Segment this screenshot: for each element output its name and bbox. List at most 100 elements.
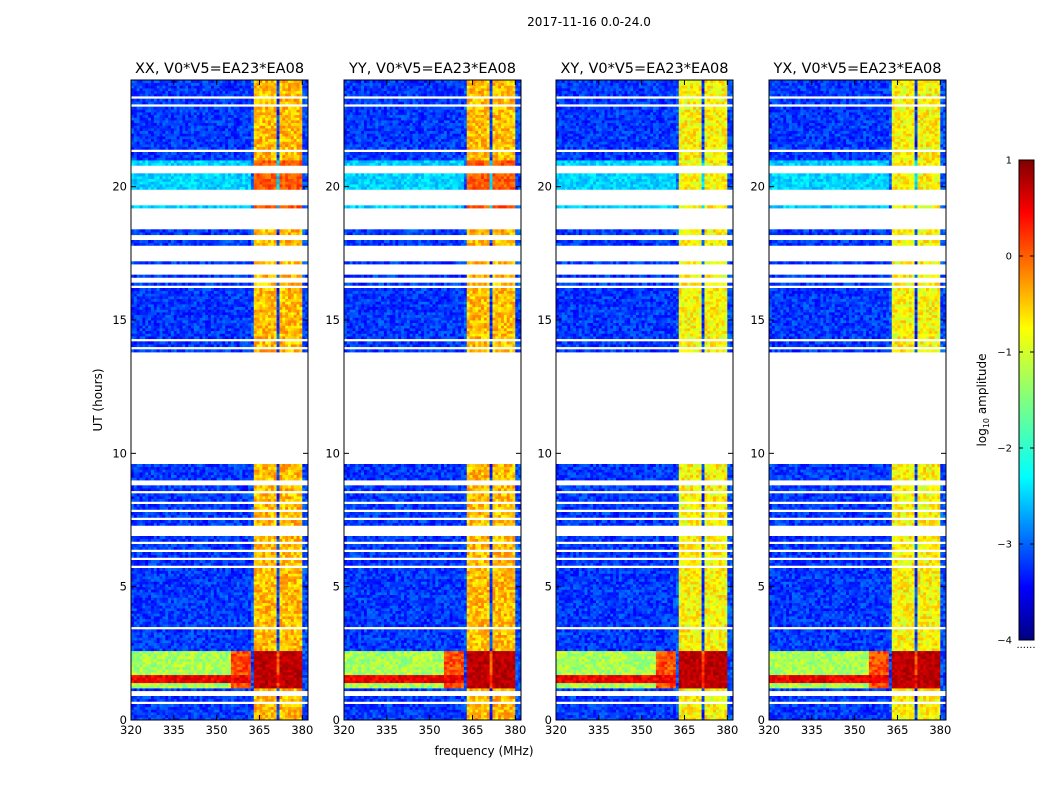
heatmap-cell (168, 707, 171, 710)
heatmap-cell (225, 624, 228, 627)
heatmap-cell (282, 688, 285, 691)
heatmap-cell (177, 611, 180, 614)
heatmap-cell (299, 581, 302, 584)
heatmap-cell (299, 624, 302, 627)
heatmap-cell (140, 597, 143, 600)
heatmap-cell (268, 573, 271, 576)
heatmap-cell (180, 651, 183, 654)
heatmap-cell (234, 621, 237, 624)
heatmap-cell (185, 611, 188, 614)
heatmap-cell (148, 619, 151, 622)
heatmap-cell (217, 680, 220, 683)
heatmap-cell (268, 667, 271, 670)
heatmap-cell (137, 629, 140, 632)
heatmap-cell (302, 616, 305, 619)
heatmap-cell (162, 664, 165, 667)
heatmap-cell (274, 661, 277, 664)
heatmap-cell (268, 611, 271, 614)
heatmap-cell (208, 613, 211, 616)
heatmap-cell (154, 699, 157, 702)
heatmap-cell (162, 696, 165, 699)
heatmap-cell (217, 672, 220, 675)
heatmap-cell (137, 699, 140, 702)
heatmap-cell (254, 635, 257, 638)
heatmap-cell (288, 621, 291, 624)
heatmap-cell (217, 632, 220, 635)
heatmap-cell (185, 629, 188, 632)
heatmap-cell (245, 672, 248, 675)
heatmap-cell (208, 680, 211, 683)
heatmap-cell (234, 595, 237, 598)
heatmap-cell (182, 661, 185, 664)
heatmap-cell (231, 613, 234, 616)
heatmap-cell (202, 683, 205, 686)
heatmap-cell (279, 704, 282, 707)
heatmap-cell (177, 699, 180, 702)
heatmap-cell (285, 667, 288, 670)
heatmap-cell (302, 667, 305, 670)
heatmap-cell (160, 592, 163, 595)
heatmap-cell (134, 683, 137, 686)
heatmap-cell (200, 667, 203, 670)
heatmap-cell (294, 645, 297, 648)
heatmap-cell (145, 659, 148, 662)
heatmap-cell (271, 608, 274, 611)
heatmap-cell (174, 651, 177, 654)
heatmap-cell (180, 579, 183, 582)
heatmap-cell (217, 648, 220, 651)
heatmap-cell (191, 680, 194, 683)
heatmap-cell (140, 653, 143, 656)
heatmap-cell (239, 621, 242, 624)
heatmap-cell (265, 715, 268, 718)
heatmap-cell (140, 584, 143, 587)
heatmap-cell (174, 579, 177, 582)
heatmap-cell (157, 653, 160, 656)
heatmap-cell (279, 675, 282, 678)
heatmap-cell (234, 635, 237, 638)
heatmap-cell (214, 707, 217, 710)
heatmap-cell (211, 712, 214, 715)
heatmap-cell (288, 648, 291, 651)
heatmap-cell (177, 645, 180, 648)
heatmap-cell (177, 621, 180, 624)
heatmap-cell (225, 688, 228, 691)
heatmap-cell (214, 581, 217, 584)
heatmap-cell (162, 587, 165, 590)
heatmap-cell (291, 616, 294, 619)
heatmap-cell (302, 597, 305, 600)
heatmap-cell (151, 640, 154, 643)
heatmap-cell (242, 667, 245, 670)
heatmap-cell (237, 664, 240, 667)
heatmap-cell (282, 632, 285, 635)
heatmap-cell (279, 659, 282, 662)
heatmap-cell (277, 605, 280, 608)
heatmap-cell (171, 640, 174, 643)
heatmap-cell (134, 704, 137, 707)
heatmap-cell (217, 629, 220, 632)
heatmap-cell (245, 592, 248, 595)
heatmap-cell (222, 587, 225, 590)
heatmap-cell (299, 659, 302, 662)
heatmap-cell (254, 677, 257, 680)
heatmap-cell (182, 672, 185, 675)
heatmap-cell (254, 648, 257, 651)
heatmap-cell (245, 643, 248, 646)
heatmap-cell (174, 597, 177, 600)
heatmap-cell (160, 637, 163, 640)
heatmap-cell (302, 603, 305, 606)
heatmap-cell (259, 581, 262, 584)
heatmap-cell (148, 576, 151, 579)
heatmap-cell (162, 712, 165, 715)
heatmap-cell (242, 712, 245, 715)
heatmap-cell (228, 672, 231, 675)
heatmap-cell (297, 629, 300, 632)
heatmap-cell (151, 709, 154, 712)
heatmap-cell (285, 699, 288, 702)
heatmap-cell (294, 651, 297, 654)
heatmap-cell (242, 672, 245, 675)
heatmap-cell (208, 600, 211, 603)
heatmap-cell (162, 637, 165, 640)
heatmap-cell (294, 677, 297, 680)
heatmap-cell (191, 632, 194, 635)
heatmap-cell (234, 709, 237, 712)
